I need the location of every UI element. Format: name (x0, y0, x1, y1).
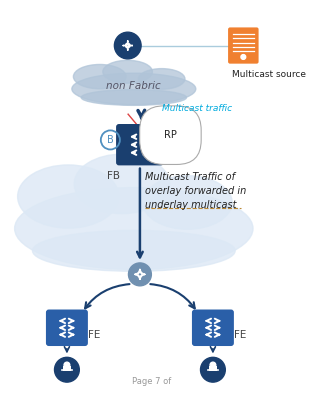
Circle shape (55, 357, 79, 382)
Ellipse shape (73, 64, 126, 89)
Text: FB: FB (107, 171, 120, 181)
Circle shape (115, 32, 141, 59)
Ellipse shape (15, 188, 253, 270)
FancyBboxPatch shape (46, 310, 88, 346)
Ellipse shape (33, 230, 235, 271)
Text: Page 7 of: Page 7 of (132, 377, 172, 386)
Ellipse shape (143, 176, 232, 229)
Ellipse shape (74, 154, 170, 214)
Text: Multicast traffic: Multicast traffic (162, 104, 233, 113)
Text: non Fabric: non Fabric (107, 80, 161, 90)
Circle shape (129, 263, 151, 286)
Text: FE: FE (88, 330, 100, 340)
Circle shape (210, 362, 216, 368)
FancyBboxPatch shape (192, 310, 234, 346)
Text: RP: RP (164, 130, 177, 140)
Text: Multicast source: Multicast source (232, 70, 306, 79)
Text: FE: FE (234, 330, 246, 340)
Text: B: B (107, 135, 114, 145)
Ellipse shape (81, 90, 187, 105)
FancyBboxPatch shape (209, 366, 217, 371)
Ellipse shape (72, 73, 196, 105)
Ellipse shape (18, 165, 119, 228)
Ellipse shape (103, 60, 152, 83)
Text: Multicast Traffic of
overlay forwarded in
underlay multicast: Multicast Traffic of overlay forwarded i… (145, 172, 247, 210)
FancyBboxPatch shape (116, 124, 164, 165)
Ellipse shape (138, 69, 185, 89)
FancyBboxPatch shape (228, 28, 259, 64)
Circle shape (241, 54, 246, 59)
FancyBboxPatch shape (63, 366, 71, 371)
Circle shape (201, 357, 225, 382)
Circle shape (64, 362, 70, 368)
